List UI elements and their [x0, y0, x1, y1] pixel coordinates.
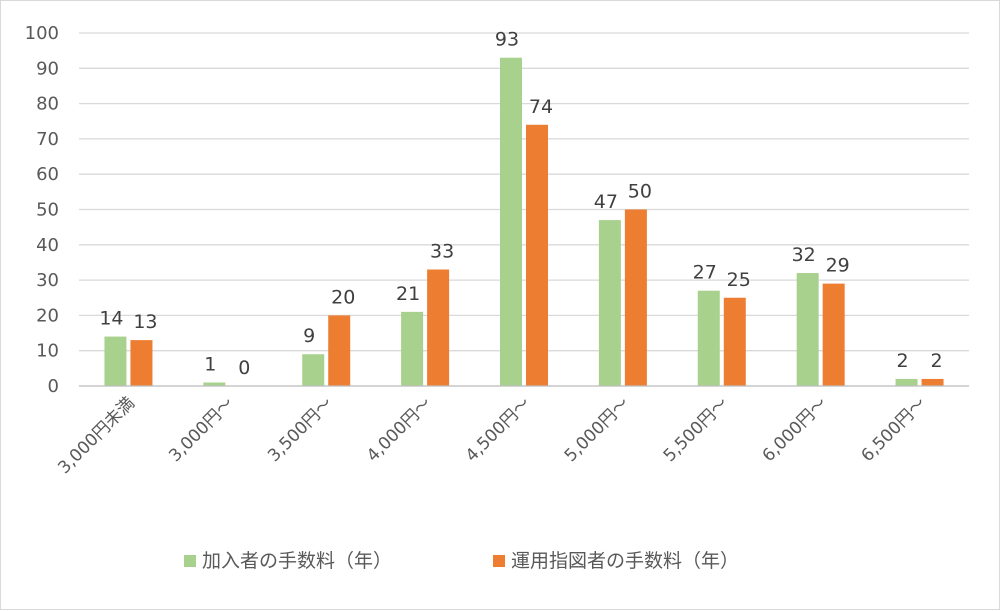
x-tick-label: 3,500円～ [264, 393, 337, 466]
data-label: 13 [133, 311, 157, 333]
y-tick-label: 90 [36, 58, 59, 79]
legend: 加入者の手数料（年） 運用指図者の手数料（年） [184, 550, 739, 572]
bar-unyo-shizusha [427, 269, 450, 386]
data-label: 2 [931, 350, 943, 372]
y-tick-label: 40 [36, 235, 59, 256]
bar-kanyusha [598, 220, 621, 386]
y-tick-label: 20 [36, 305, 59, 326]
data-labels: 14 13 1 0 9 20 21 33 93 74 47 50 27 25 32 29 2 2 [99, 29, 942, 379]
bars [104, 57, 944, 387]
y-axis: 0 10 20 30 40 50 60 70 80 90 100 [25, 23, 59, 397]
x-tick-label: 4,000円～ [363, 393, 436, 466]
bar-unyo-shizusha [328, 315, 351, 386]
legend-swatch [493, 555, 505, 567]
x-tick-label: 5,000円～ [561, 393, 634, 466]
data-label: 14 [99, 308, 123, 330]
x-tick-label: 6,000円～ [759, 393, 832, 466]
data-label: 9 [303, 325, 315, 347]
data-label: 27 [693, 262, 717, 284]
bar-unyo-shizusha [723, 297, 746, 386]
bar-kanyusha [697, 290, 720, 386]
gridlines [79, 32, 969, 387]
data-label: 93 [495, 29, 519, 51]
bar-kanyusha [104, 336, 127, 386]
bar-kanyusha [796, 273, 819, 386]
data-label: 29 [826, 255, 850, 277]
data-label: 21 [396, 283, 420, 305]
x-tick-label: 5,500円～ [660, 393, 733, 466]
data-label: 50 [628, 181, 652, 203]
bar-kanyusha [302, 354, 325, 386]
data-label: 47 [594, 191, 618, 213]
x-tick-label: 4,500円～ [462, 393, 535, 466]
bar-unyo-shizusha [526, 124, 548, 386]
legend-swatch [184, 555, 196, 567]
bar-kanyusha [203, 382, 226, 386]
x-axis: 3,000円未満 3,000円～ 3,500円～ 4,000円～ 4,500円～ 5,00… [54, 385, 969, 478]
y-tick-label: 50 [36, 200, 59, 221]
y-tick-label: 80 [36, 94, 59, 115]
y-tick-label: 30 [36, 270, 59, 291]
x-tick-label: 3,000円未満 [54, 393, 139, 478]
data-label: 74 [529, 96, 553, 118]
y-tick-label: 100 [25, 23, 59, 44]
bar-kanyusha [401, 311, 424, 386]
y-tick-label: 0 [48, 376, 59, 397]
x-tick-label: 3,000円～ [165, 393, 238, 466]
bar-unyo-shizusha [921, 378, 944, 386]
data-label: 25 [727, 269, 751, 291]
bar-unyo-shizusha [822, 283, 845, 386]
data-label: 20 [331, 286, 355, 308]
legend-label: 運用指図者の手数料（年） [511, 550, 739, 572]
bar-kanyusha [895, 378, 918, 386]
bar-kanyusha [500, 57, 522, 387]
bar-unyo-shizusha [130, 340, 153, 386]
data-label: 33 [430, 241, 454, 263]
x-tick-label: 6,500円～ [857, 393, 930, 466]
bar-unyo-shizusha [624, 209, 647, 386]
data-label: 2 [897, 350, 909, 372]
y-tick-label: 60 [36, 164, 59, 185]
y-tick-label: 70 [36, 129, 59, 150]
data-label: 1 [204, 353, 216, 375]
legend-label: 加入者の手数料（年） [202, 550, 392, 572]
data-label: 0 [238, 357, 250, 379]
y-tick-label: 10 [36, 341, 59, 362]
data-label: 32 [792, 244, 816, 266]
